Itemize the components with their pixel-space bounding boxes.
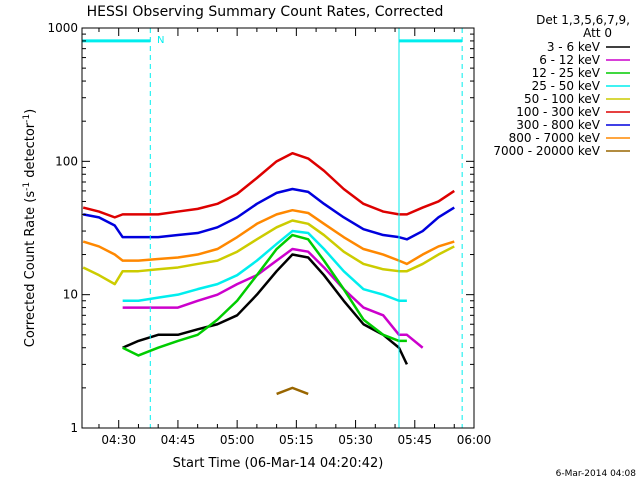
series-line	[122, 253, 409, 365]
series-line	[82, 208, 455, 266]
series-line	[122, 229, 407, 303]
night-label: N	[157, 35, 164, 46]
timestamp-label: 6-Mar-2014 04:08	[556, 469, 637, 479]
y-tick-label: 1000	[47, 21, 78, 35]
x-tick-label: 06:00	[457, 433, 492, 447]
x-tick-label: 04:30	[101, 433, 136, 447]
y-tick-label: 100	[55, 154, 78, 168]
x-axis-label: Start Time (06-Mar-14 04:20:42)	[173, 456, 384, 471]
marker-layer	[82, 28, 463, 428]
legend-label: 6 - 12 keV	[539, 53, 601, 67]
y-axis: 1 10 100 1000	[47, 21, 474, 435]
x-tick-label: 05:30	[338, 433, 373, 447]
x-tick-label: 05:00	[220, 433, 255, 447]
series-line	[82, 219, 455, 286]
legend-header-1: Det 1,3,5,6,7,9,	[536, 13, 630, 27]
x-tick-label: 05:15	[279, 433, 314, 447]
legend-label: 50 - 100 keV	[524, 92, 601, 106]
legend-label: 800 - 7000 keV	[509, 131, 601, 145]
x-tick-label: 04:45	[161, 433, 196, 447]
chart-title: HESSI Observing Summary Count Rates, Cor…	[87, 4, 444, 20]
series-layer	[82, 151, 455, 396]
legend-label: 100 - 300 keV	[516, 105, 600, 119]
plot-frame	[81, 27, 475, 429]
series-line	[276, 386, 309, 396]
y-axis-label: Corrected Count Rate (s-1 detector-1)	[22, 109, 38, 347]
series-line	[82, 187, 455, 241]
legend-label: 25 - 50 keV	[532, 79, 601, 93]
legend-label: 300 - 800 keV	[516, 118, 600, 132]
series-line	[82, 151, 455, 219]
legend-label: 7000 - 20000 keV	[493, 144, 600, 158]
series-line	[122, 247, 424, 349]
y-tick-label: 10	[63, 288, 78, 302]
legend-header-2: Att 0	[583, 26, 612, 40]
x-axis: 04:30 04:45 05:00 05:15 05:30 05:45 06:00	[98, 28, 492, 447]
series-line	[122, 233, 407, 357]
x-tick-label: 05:45	[397, 433, 432, 447]
legend-label: 3 - 6 keV	[547, 40, 601, 54]
legend-label: 12 - 25 keV	[532, 66, 601, 80]
y-tick-label: 1	[70, 421, 78, 435]
